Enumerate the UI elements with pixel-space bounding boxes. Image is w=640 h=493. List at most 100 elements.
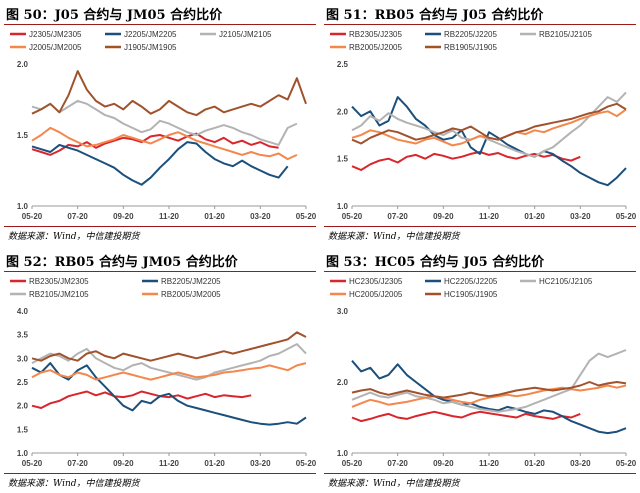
legend-label: J2205/JM2205 bbox=[124, 30, 177, 39]
series-line-rb2205-jm2205 bbox=[31, 362, 307, 426]
x-tick-label: 05-20 bbox=[22, 459, 43, 468]
legend-label: RB2005/JM2005 bbox=[161, 290, 221, 299]
x-tick-label: 03-20 bbox=[570, 459, 591, 468]
source-note: 数据来源：Wind，中信建投期货 bbox=[328, 232, 460, 242]
x-tick-label: 09-20 bbox=[113, 459, 134, 468]
title-rule bbox=[4, 271, 316, 272]
source-rule bbox=[4, 473, 316, 474]
y-tick-label: 2.5 bbox=[17, 378, 29, 387]
x-tick-label: 05-20 bbox=[22, 212, 43, 221]
chart-52: RB2305/JM2305 RB2205/JM2205 RB2105/JM2105 R… bbox=[10, 277, 317, 468]
x-tick-label: 07-20 bbox=[387, 212, 408, 221]
series-line-hc2105-j2105 bbox=[351, 349, 627, 413]
x-tick-label: 09-20 bbox=[433, 212, 454, 221]
series-line-j2305-jm2305 bbox=[31, 132, 279, 156]
source-note: 数据来源：Wind，中信建投期货 bbox=[8, 232, 140, 242]
chart-panel-52: 图 52：RB05 合约与 JM05 合约比价 RB2305/JM2305 RB2… bbox=[2, 247, 318, 493]
series-line-rb1905-jm1905 bbox=[31, 331, 307, 362]
y-tick-label: 1.0 bbox=[337, 449, 349, 458]
x-tick-label: 01-20 bbox=[204, 459, 225, 468]
chart-53: HC2305/J2305 HC2205/J2205 HC2105/J2105 HC20… bbox=[330, 277, 637, 468]
x-tick-label: 09-20 bbox=[113, 212, 134, 221]
y-tick-label: 1.0 bbox=[17, 202, 29, 211]
chart-50: J2305/JM2305 J2205/JM2205 J2105/JM2105 J200… bbox=[10, 30, 317, 221]
legend-label: HC2305/J2305 bbox=[349, 277, 403, 286]
y-tick-label: 3.5 bbox=[17, 331, 29, 340]
series-line-j2105-jm2105 bbox=[31, 99, 298, 146]
x-tick-label: 01-20 bbox=[524, 212, 545, 221]
legend-label: RB2105/JM2105 bbox=[29, 290, 89, 299]
legend-label: RB2005/J2005 bbox=[349, 43, 402, 52]
source-rule bbox=[324, 473, 636, 474]
series-line-j2005-jm2005 bbox=[31, 126, 298, 161]
x-tick-label: 09-20 bbox=[433, 459, 454, 468]
x-tick-label: 03-20 bbox=[570, 212, 591, 221]
x-tick-label: 07-20 bbox=[387, 459, 408, 468]
series-line-hc2205-j2205 bbox=[351, 360, 627, 435]
y-tick-label: 1.0 bbox=[17, 449, 29, 458]
y-tick-label: 3.0 bbox=[17, 354, 29, 363]
y-tick-label: 2.5 bbox=[337, 60, 349, 69]
series-line-rb2005-jm2005 bbox=[31, 362, 307, 381]
legend-label: RB2305/JM2305 bbox=[29, 277, 89, 286]
legend-label: J2305/JM2305 bbox=[29, 30, 82, 39]
series-line-rb2305-j2305 bbox=[351, 151, 581, 171]
legend-label: HC2005/J2005 bbox=[349, 290, 403, 299]
chart-51: RB2305/J2305 RB2205/J2205 RB2105/J2105 RB20… bbox=[330, 30, 637, 221]
source-rule bbox=[324, 226, 636, 227]
x-tick-label: 03-20 bbox=[250, 212, 271, 221]
chart-title: 图 51：RB05 合约与 J05 合约比价 bbox=[326, 8, 544, 23]
legend-label: HC1905/J1905 bbox=[444, 290, 498, 299]
series-line-j1905-jm1905 bbox=[31, 70, 307, 117]
x-tick-label: 05-20 bbox=[342, 212, 363, 221]
chart-title: 图 50：J05 合约与 JM05 合约比价 bbox=[6, 8, 223, 23]
legend-label: RB2105/J2105 bbox=[539, 30, 592, 39]
series-line-hc2305-j2305 bbox=[351, 410, 581, 423]
title-rule bbox=[324, 24, 636, 25]
x-tick-label: 05-20 bbox=[616, 212, 637, 221]
x-tick-label: 05-20 bbox=[342, 459, 363, 468]
x-tick-label: 07-20 bbox=[67, 459, 88, 468]
x-tick-label: 01-20 bbox=[204, 212, 225, 221]
legend-label: RB2205/J2205 bbox=[444, 30, 497, 39]
chart-panel-50: 图 50：J05 合约与 JM05 合约比价 J2305/JM2305 J2205… bbox=[2, 0, 318, 246]
series-line-rb1905-j1905 bbox=[351, 102, 627, 145]
legend-label: RB2305/J2305 bbox=[349, 30, 402, 39]
legend-label: RB1905/J1905 bbox=[444, 43, 497, 52]
title-rule bbox=[324, 271, 636, 272]
series-line-j2205-jm2205 bbox=[31, 141, 289, 186]
source-rule bbox=[4, 226, 316, 227]
x-tick-label: 05-20 bbox=[296, 459, 317, 468]
y-tick-label: 1.0 bbox=[337, 202, 349, 211]
legend-label: RB2205/JM2205 bbox=[161, 277, 221, 286]
y-tick-label: 1.5 bbox=[17, 131, 29, 140]
chart-title: 图 52：RB05 合约与 JM05 合约比价 bbox=[6, 255, 238, 270]
x-tick-label: 05-20 bbox=[616, 459, 637, 468]
x-tick-label: 03-20 bbox=[250, 459, 271, 468]
y-tick-label: 1.5 bbox=[337, 155, 349, 164]
x-tick-label: 11-20 bbox=[479, 459, 500, 468]
chart-title: 图 53：HC05 合约与 J05 合约比价 bbox=[326, 255, 545, 270]
source-note: 数据来源：Wind，中信建投期货 bbox=[328, 479, 460, 489]
source-note: 数据来源：Wind，中信建投期货 bbox=[8, 479, 140, 489]
x-tick-label: 11-20 bbox=[159, 459, 180, 468]
legend-label: HC2105/J2105 bbox=[539, 277, 593, 286]
y-tick-label: 2.0 bbox=[17, 60, 29, 69]
y-tick-label: 2.0 bbox=[337, 107, 349, 116]
y-tick-label: 4.0 bbox=[17, 307, 29, 316]
title-rule bbox=[4, 24, 316, 25]
legend-label: J2105/JM2105 bbox=[219, 30, 272, 39]
y-tick-label: 1.5 bbox=[17, 425, 29, 434]
series-line-rb2105-j2105 bbox=[351, 91, 627, 158]
series-line-rb2205-j2205 bbox=[351, 96, 627, 187]
chart-panel-53: 图 53：HC05 合约与 J05 合约比价 HC2305/J2305 HC220… bbox=[322, 247, 638, 493]
legend-label: J1905/JM1905 bbox=[124, 43, 177, 52]
series-line-hc1905-j1905 bbox=[351, 381, 627, 399]
y-tick-label: 2.0 bbox=[17, 402, 29, 411]
series-line-rb2305-jm2305 bbox=[31, 390, 252, 409]
legend-label: HC2205/J2205 bbox=[444, 277, 498, 286]
x-tick-label: 11-20 bbox=[159, 212, 180, 221]
x-tick-label: 05-20 bbox=[296, 212, 317, 221]
y-tick-label: 2.0 bbox=[337, 378, 349, 387]
x-tick-label: 01-20 bbox=[524, 459, 545, 468]
